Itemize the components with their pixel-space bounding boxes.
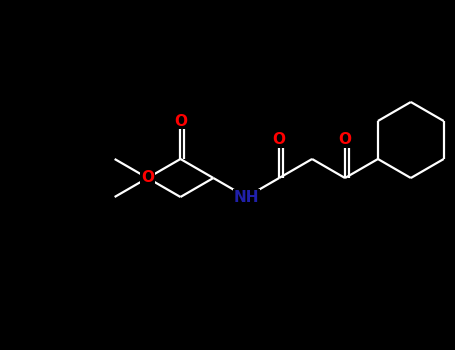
Text: O: O (141, 170, 154, 186)
Text: O: O (273, 133, 286, 147)
Text: NH: NH (233, 189, 259, 204)
Text: O: O (339, 133, 352, 147)
Text: O: O (174, 113, 187, 128)
